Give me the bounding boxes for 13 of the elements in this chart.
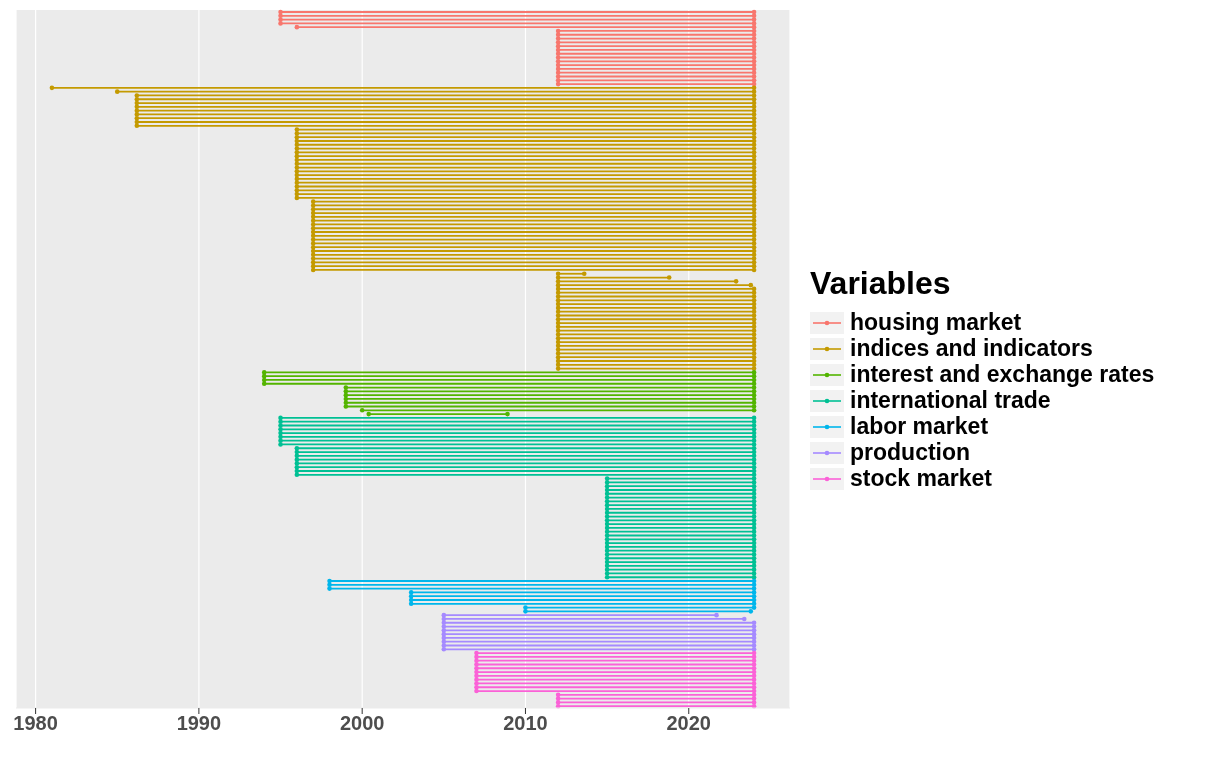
x-tick-label: 2000 <box>339 712 385 735</box>
legend-label: international trade <box>850 387 1051 414</box>
legend-label: housing market <box>850 309 1022 336</box>
legend-label: labor market <box>850 413 989 440</box>
legend-label: interest and exchange rates <box>850 361 1155 388</box>
legend-label: indices and indicators <box>850 335 1093 362</box>
x-tick-label: 2020 <box>666 712 712 735</box>
x-tick-label: 1990 <box>176 712 222 735</box>
legend-label: production <box>850 439 971 466</box>
x-tick-label: 2010 <box>503 712 548 735</box>
legend-label: stock market <box>850 465 992 492</box>
legend-title: Variables <box>810 264 952 302</box>
x-tick-label: 1980 <box>13 712 58 735</box>
